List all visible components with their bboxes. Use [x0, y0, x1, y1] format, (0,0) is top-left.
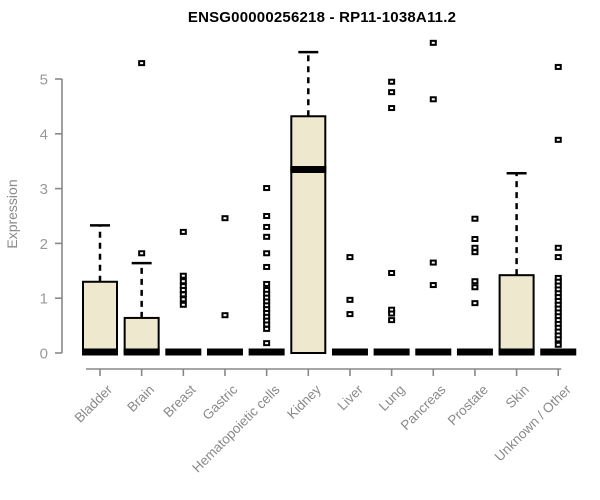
outlier-point-hole	[181, 303, 185, 306]
y-tick-label-0: 0	[40, 346, 48, 363]
box-skin	[498, 274, 535, 354]
outlier-point-hole	[556, 343, 560, 346]
outlier-point-hole	[265, 288, 269, 291]
outlier-point-hole	[265, 296, 269, 299]
outlier-point-hole	[431, 261, 435, 264]
outlier-point-hole	[181, 280, 185, 283]
outlier-point-hole	[265, 319, 269, 322]
outlier-point-hole	[390, 312, 394, 315]
outlier-point-hole	[556, 299, 560, 302]
outlier-point-hole	[265, 327, 269, 330]
outlier-point-hole	[265, 215, 269, 217]
outlier-point-hole	[473, 217, 477, 220]
outlier-point-hole	[223, 217, 227, 220]
outlier-point-hole	[265, 323, 269, 326]
outlier-point-hole	[556, 338, 560, 341]
outlier-point-hole	[181, 230, 185, 233]
outlier-point-hole	[556, 292, 560, 295]
outlier-point-hole	[181, 298, 185, 301]
outlier-point-hole	[390, 271, 394, 274]
outlier-point-hole	[431, 41, 435, 44]
outlier-point-hole	[348, 256, 352, 259]
outlier-point-hole	[348, 298, 352, 301]
outlier-point-hole	[265, 235, 269, 238]
y-tick-label-2: 2	[40, 236, 48, 253]
outlier-point-hole	[556, 315, 560, 318]
outlier-point-hole	[556, 330, 560, 333]
outlier-point-hole	[140, 252, 144, 255]
outlier-point-hole	[473, 251, 477, 254]
y-tick-label-4: 4	[40, 126, 48, 143]
outlier-point-hole	[556, 284, 560, 287]
outlier-point-hole	[556, 280, 560, 283]
box-kidney	[290, 115, 327, 354]
outlier-point-hole	[556, 307, 560, 310]
outlier-point-hole	[181, 274, 185, 277]
outlier-point-hole	[265, 282, 269, 285]
y-tick-label-5: 5	[40, 72, 48, 89]
outlier-point-hole	[390, 319, 394, 322]
chart-title: ENSG00000256218 - RP11-1038A11.2	[187, 9, 457, 26]
outlier-point-hole	[556, 311, 560, 314]
outlier-point-hole	[265, 187, 269, 190]
outlier-point-hole	[473, 238, 477, 241]
outlier-point-hole	[390, 308, 394, 311]
outlier-point-hole	[556, 322, 560, 325]
outlier-point-hole	[556, 288, 560, 291]
outlier-point-hole	[556, 246, 560, 249]
outlier-point-hole	[473, 280, 477, 283]
outlier-point-hole	[265, 308, 269, 311]
outlier-point-hole	[556, 319, 560, 322]
outlier-point-hole	[265, 292, 269, 295]
outlier-point-hole	[265, 265, 269, 268]
outlier-point-hole	[265, 342, 269, 345]
outlier-point-hole	[265, 315, 269, 318]
outlier-point-hole	[265, 311, 269, 314]
outlier-point-hole	[390, 107, 394, 110]
outlier-point-hole	[390, 80, 394, 83]
outlier-point-hole	[473, 302, 477, 305]
outlier-point-hole	[181, 293, 185, 296]
outlier-point-hole	[348, 313, 352, 316]
outlier-point-hole	[265, 225, 269, 228]
outlier-point-hole	[556, 256, 560, 259]
outlier-point-hole	[556, 326, 560, 329]
outlier-point-hole	[265, 304, 269, 307]
y-tick-label-3: 3	[40, 181, 48, 198]
outlier-point-hole	[390, 91, 394, 94]
outlier-point-hole	[556, 296, 560, 299]
outlier-point-hole	[556, 334, 560, 337]
outlier-point-hole	[140, 62, 144, 65]
outlier-point-hole	[556, 303, 560, 306]
outlier-point-hole	[556, 65, 560, 68]
outlier-point-hole	[431, 284, 435, 287]
outlier-point-hole	[473, 286, 477, 289]
outlier-point-hole	[556, 138, 560, 141]
box-bladder	[82, 280, 118, 355]
outlier-point-hole	[181, 285, 185, 288]
outlier-point-hole	[556, 276, 560, 279]
outlier-point-hole	[265, 300, 269, 303]
outlier-point-hole	[223, 314, 227, 317]
outlier-point-hole	[181, 288, 185, 291]
outlier-point-hole	[431, 98, 435, 101]
outlier-point-hole	[473, 246, 477, 249]
y-tick-label-1: 1	[40, 291, 48, 308]
box-brain	[123, 316, 160, 355]
outlier-point-hole	[265, 252, 269, 255]
